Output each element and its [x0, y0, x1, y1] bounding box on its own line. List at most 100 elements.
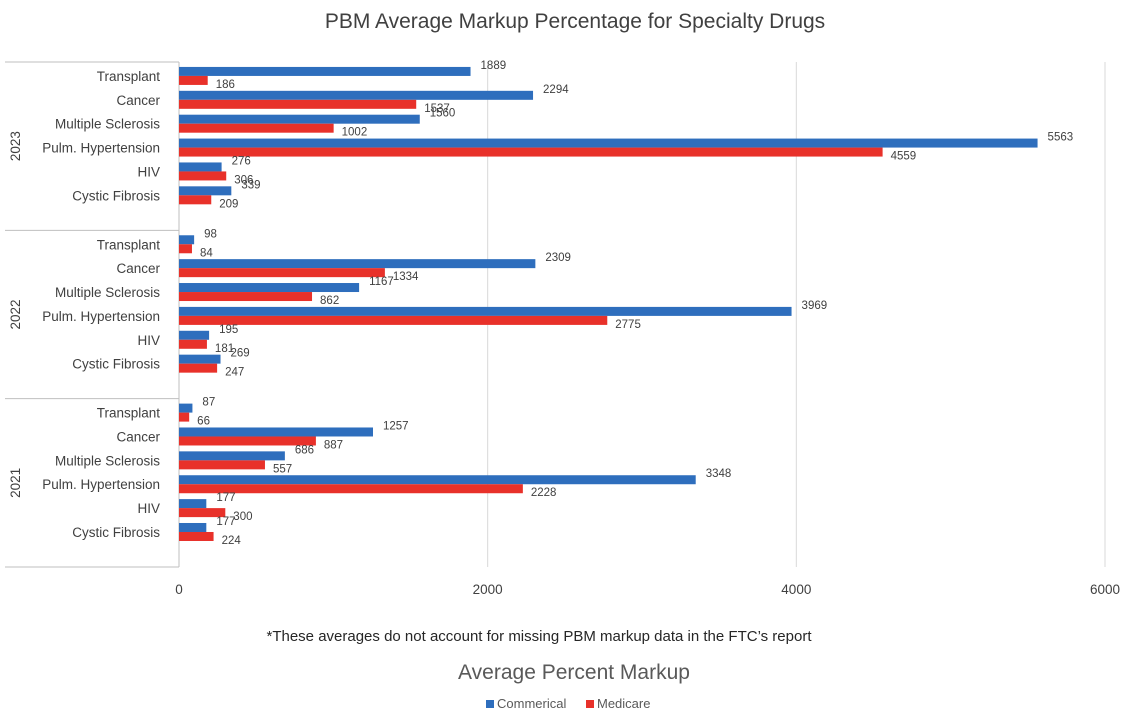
- bar-commercial-2022-4: [179, 330, 210, 340]
- bar-medicare-2022-3: [179, 315, 608, 325]
- data-label-commercial: 3348: [706, 468, 732, 480]
- bar-commercial-2021-5: [179, 522, 207, 532]
- bar-medicare-2022-5: [179, 363, 218, 373]
- data-label-medicare: 862: [320, 295, 339, 307]
- data-label-medicare: 66: [197, 416, 210, 428]
- data-label-commercial: 1257: [383, 420, 409, 432]
- data-label-commercial: 1560: [430, 108, 456, 120]
- data-label-commercial: 339: [241, 179, 260, 191]
- bar-commercial-2022-0: [179, 235, 195, 245]
- data-label-commercial: 98: [204, 228, 217, 240]
- bar-commercial-2022-5: [179, 354, 221, 364]
- bar-medicare-2021-2: [179, 460, 265, 470]
- data-label-commercial: 195: [219, 324, 238, 336]
- legend: Commerical Medicare: [486, 696, 650, 711]
- category-label: HIV: [137, 164, 160, 179]
- bar-medicare-2021-3: [179, 484, 523, 494]
- x-axis-ticks: 0 2000 4000 6000: [175, 582, 1120, 597]
- category-label: Cystic Fibrosis: [72, 188, 160, 203]
- bar-commercial-2021-1: [179, 427, 373, 437]
- x-tick-label-0: 0: [175, 582, 183, 597]
- legend-label-commercial: Commerical: [497, 696, 566, 711]
- bar-medicare-2023-5: [179, 195, 212, 205]
- data-label-commercial: 1167: [369, 276, 394, 288]
- category-label: Cystic Fibrosis: [72, 357, 160, 372]
- category-label: Transplant: [97, 69, 161, 84]
- x-tick-label-4000: 4000: [781, 582, 811, 597]
- data-label-medicare: 887: [324, 439, 343, 451]
- legend-label-medicare: Medicare: [597, 696, 650, 711]
- data-label-commercial: 276: [232, 155, 251, 167]
- bar-commercial-2021-0: [179, 403, 193, 413]
- data-label-commercial: 177: [216, 492, 235, 504]
- category-label: Cancer: [116, 93, 160, 108]
- data-label-commercial: 3969: [802, 300, 828, 312]
- category-label: HIV: [137, 333, 160, 348]
- bar-commercial-2023-0: [179, 66, 471, 76]
- year-label-2023: 2023: [8, 131, 23, 161]
- category-label: Multiple Sclerosis: [55, 117, 160, 132]
- year-label-2021: 2021: [8, 468, 23, 498]
- category-label: Cystic Fibrosis: [72, 525, 160, 540]
- category-label: HIV: [137, 501, 160, 516]
- bar-medicare-2022-2: [179, 292, 313, 302]
- data-label-medicare: 84: [200, 247, 213, 259]
- bar-commercial-2022-3: [179, 306, 792, 316]
- category-label: Transplant: [97, 237, 161, 252]
- bar-commercial-2023-5: [179, 186, 232, 196]
- data-label-medicare: 224: [222, 535, 242, 547]
- category-label: Pulm. Hypertension: [42, 309, 160, 324]
- bar-medicare-2022-1: [179, 268, 385, 278]
- bar-medicare-2021-0: [179, 412, 190, 422]
- bar-commercial-2021-2: [179, 451, 285, 461]
- data-label-medicare: 247: [225, 367, 244, 379]
- bar-commercial-2022-1: [179, 259, 536, 269]
- data-label-commercial: 87: [202, 397, 215, 409]
- category-label: Pulm. Hypertension: [42, 477, 160, 492]
- bar-medicare-2023-1: [179, 99, 417, 109]
- category-label: Multiple Sclerosis: [55, 285, 160, 300]
- category-label: Pulm. Hypertension: [42, 141, 160, 156]
- category-labels: 2023 Transplant 1889 186 Cancer 2294 1537 Multi…: [8, 60, 1073, 547]
- bar-medicare-2021-5: [179, 531, 214, 541]
- data-label-medicare: 557: [273, 463, 292, 475]
- data-label-medicare: 4559: [891, 151, 917, 163]
- data-label-medicare: 1537: [424, 103, 450, 115]
- data-label-medicare: 1002: [342, 127, 368, 139]
- bar-medicare-2022-0: [179, 244, 192, 254]
- data-label-medicare: 2228: [531, 487, 557, 499]
- data-label-medicare: 209: [219, 198, 238, 210]
- category-label: Cancer: [116, 429, 160, 444]
- data-label-medicare: 306: [234, 174, 253, 186]
- x-tick-label-6000: 6000: [1090, 582, 1120, 597]
- bar-medicare-2023-2: [179, 123, 334, 133]
- legend-swatch-medicare: [586, 700, 594, 708]
- data-label-commercial: 686: [295, 444, 314, 456]
- category-label: Transplant: [97, 406, 161, 421]
- year-label-2022: 2022: [8, 299, 23, 329]
- footnote: *These averages do not account for missi…: [267, 628, 813, 645]
- data-label-medicare: 181: [215, 343, 234, 355]
- x-axis-label: Average Percent Markup: [458, 661, 690, 684]
- bar-medicare-2023-3: [179, 147, 883, 157]
- bar-commercial-2023-4: [179, 162, 222, 172]
- bar-medicare-2023-4: [179, 171, 227, 181]
- bar-medicare-2022-4: [179, 339, 207, 349]
- bar-commercial-2021-4: [179, 499, 207, 509]
- data-label-medicare: 1334: [393, 271, 419, 283]
- data-label-commercial: 269: [231, 348, 250, 360]
- bars: [179, 66, 1038, 541]
- data-label-commercial: 2294: [543, 84, 569, 96]
- category-label: Multiple Sclerosis: [55, 453, 160, 468]
- bar-commercial-2023-2: [179, 114, 420, 124]
- legend-swatch-commercial: [486, 700, 494, 708]
- data-label-commercial: 2309: [545, 252, 571, 264]
- data-label-commercial: 5563: [1048, 132, 1074, 144]
- bar-medicare-2021-1: [179, 436, 316, 446]
- bar-commercial-2022-2: [179, 283, 360, 293]
- bar-medicare-2023-0: [179, 75, 208, 85]
- data-label-medicare: 186: [216, 79, 235, 91]
- category-label: Cancer: [116, 261, 160, 276]
- x-tick-label-2000: 2000: [473, 582, 503, 597]
